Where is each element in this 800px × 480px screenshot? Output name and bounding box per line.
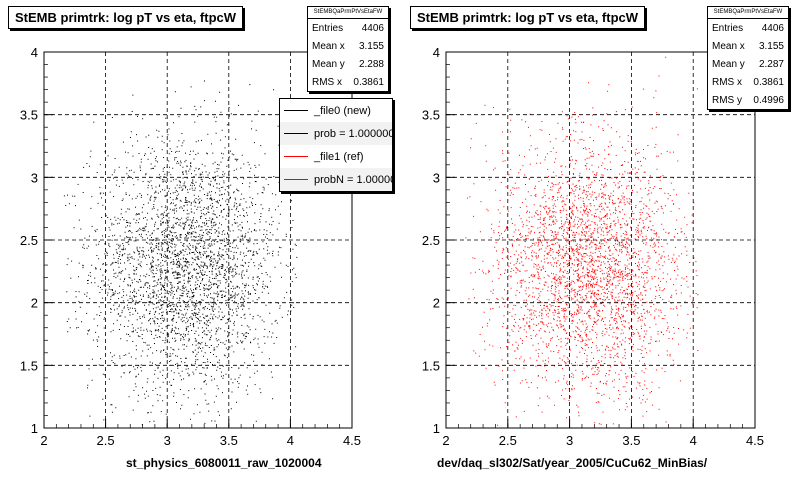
y-tick-label: 3	[433, 170, 440, 185]
y-tick-label: 1	[31, 421, 38, 436]
left-stats-row: Mean x 3.155	[308, 37, 388, 55]
y-tick-label: 3	[31, 170, 38, 185]
left-stats-row: Entries 4406	[308, 19, 388, 37]
legend-label: prob = 1.000000	[314, 127, 393, 140]
x-tick-label: 2.5	[499, 433, 517, 448]
left-stats-row: Mean y 2.288	[308, 55, 388, 73]
x-tick-label: 3.5	[220, 433, 238, 448]
stat-value: 2.288	[358, 58, 384, 70]
legend-entry: prob = 1.000000	[280, 122, 392, 145]
y-tick-label: 1.5	[20, 358, 38, 373]
legend-line-icon	[284, 179, 308, 180]
y-tick-label: 4	[31, 45, 38, 60]
legend-entry: _file1 (ref)	[280, 145, 392, 168]
scatter-point-cloud	[465, 53, 699, 426]
y-tick-label: 3.5	[422, 108, 440, 123]
legend-line-icon	[284, 156, 308, 157]
x-tick-label: 2	[442, 433, 449, 448]
stat-label: RMS x	[312, 76, 342, 88]
stat-value: 0.3861	[353, 76, 384, 88]
x-tick-label: 4	[287, 433, 294, 448]
stat-value: 2.287	[758, 58, 784, 70]
legend-entry: probN = 1.000000	[280, 168, 392, 191]
x-tick-label: 2	[40, 433, 47, 448]
stat-value: 4406	[361, 22, 384, 34]
right-stats-name: StEMBQaPrmPtVsEtaFW	[708, 7, 788, 19]
right-stats-row: RMS y 0.4996	[708, 91, 788, 109]
y-tick-label: 2.5	[422, 233, 440, 248]
y-tick-label: 4	[433, 45, 440, 60]
right-stats-row: Entries 4406	[708, 19, 788, 37]
right-x-axis-label: dev/daq_sl302/Sat/year_2005/CuCu62_MinBi…	[437, 456, 708, 470]
stat-label: Mean x	[312, 40, 345, 52]
stat-label: Mean x	[712, 40, 745, 52]
left-scatter-points	[63, 80, 298, 426]
legend-label: _file1 (ref)	[314, 150, 364, 163]
stat-value: 3.155	[758, 40, 784, 52]
left-plot-title: StEMB primtrk: log pT vs eta, ftpcW	[8, 6, 244, 29]
legend-label: probN = 1.000000	[314, 173, 392, 186]
stat-value: 3.155	[358, 40, 384, 52]
x-tick-label: 3	[164, 433, 171, 448]
y-tick-label: 3.5	[20, 108, 38, 123]
right-axes: 2 2.5 3 3.5 4 4.5 1 1.5 2 2.5 3 3.5 4	[422, 45, 764, 448]
stat-label: Mean y	[312, 58, 345, 70]
legend-entry: _file0 (new)	[280, 99, 392, 122]
left-stats-name: StEMBQaPrmPtVsEtaFW	[308, 7, 388, 19]
right-stats-box: StEMBQaPrmPtVsEtaFW Entries 4406 Mean x …	[707, 6, 789, 110]
stat-value: 0.3861	[753, 76, 784, 88]
left-stats-row: RMS x 0.3861	[308, 73, 388, 91]
right-stats-row: RMS x 0.3861	[708, 73, 788, 91]
x-tick-label: 3.5	[622, 433, 640, 448]
legend-label: _file0 (new)	[314, 104, 371, 117]
stat-value: 0.4996	[753, 94, 784, 106]
x-tick-label: 3	[566, 433, 573, 448]
right-plot-title: StEMB primtrk: log pT vs eta, ftpcW	[410, 6, 646, 29]
legend-line-icon	[284, 110, 308, 111]
left-axes: 2 2.5 3 3.5 4 4.5 1 1.5 2 2.5 3 3.5 4	[20, 45, 361, 448]
stat-value: 4406	[761, 22, 784, 34]
right-scatter-points	[465, 53, 699, 426]
y-tick-label: 1.5	[422, 358, 440, 373]
left-stats-box: StEMBQaPrmPtVsEtaFW Entries 4406 Mean x …	[307, 6, 389, 92]
stat-label: Mean y	[712, 58, 745, 70]
left-x-axis-label: st_physics_6080011_raw_1020004	[126, 456, 322, 470]
y-tick-label: 1	[433, 421, 440, 436]
stat-label: RMS x	[712, 76, 742, 88]
y-tick-label: 2	[433, 296, 440, 311]
x-tick-label: 4.5	[343, 433, 361, 448]
stat-label: Entries	[312, 22, 344, 34]
legend-box: _file0 (new) prob = 1.000000 _file1 (ref…	[279, 98, 393, 192]
stat-label: RMS y	[712, 94, 742, 106]
right-stats-row: Mean x 3.155	[708, 37, 788, 55]
stat-label: Entries	[712, 22, 744, 34]
x-tick-label: 4.5	[746, 433, 764, 448]
x-tick-label: 2.5	[97, 433, 115, 448]
legend-line-icon	[284, 133, 308, 134]
y-tick-label: 2	[31, 296, 38, 311]
y-tick-label: 2.5	[20, 233, 38, 248]
x-tick-label: 4	[690, 433, 697, 448]
scatter-point-cloud	[63, 80, 298, 426]
right-stats-row: Mean y 2.287	[708, 55, 788, 73]
